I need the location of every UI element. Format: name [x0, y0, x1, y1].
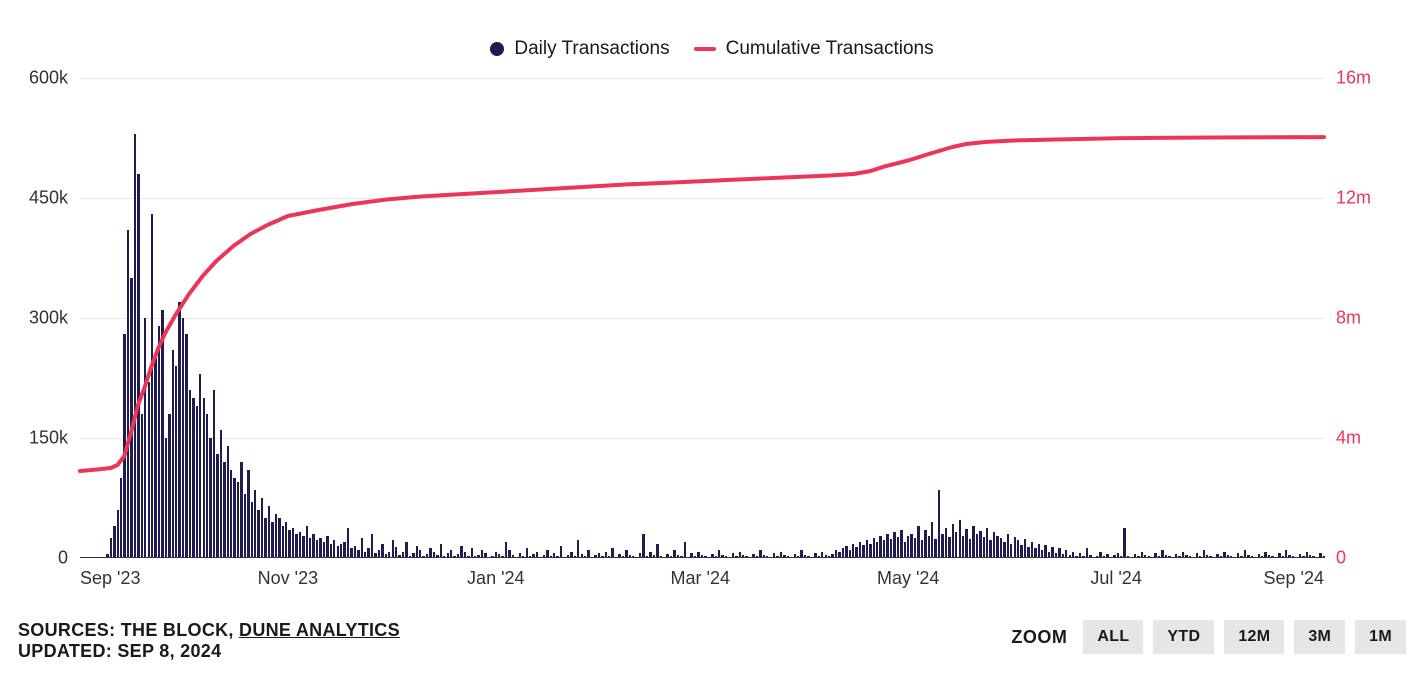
x-tick-label: Sep '23 — [80, 568, 141, 589]
y-left-tick-label: 300k — [29, 308, 68, 329]
y-right-tick-label: 12m — [1336, 188, 1371, 209]
zoom-button-12m[interactable]: 12M — [1224, 620, 1284, 654]
y-right-tick-label: 16m — [1336, 68, 1371, 89]
legend-line-icon — [694, 47, 716, 51]
y-left-tick-label: 450k — [29, 188, 68, 209]
y-left-tick-label: 600k — [29, 68, 68, 89]
legend-label: Daily Transactions — [514, 38, 669, 60]
chart-legend: Daily Transactions Cumulative Transaction… — [0, 38, 1424, 60]
sources-text: SOURCES: THE BLOCK, DUNE ANALYTICS — [18, 620, 400, 641]
x-axis — [80, 557, 1324, 558]
updated-text: UPDATED: SEP 8, 2024 — [18, 641, 400, 662]
y-left-tick-label: 150k — [29, 428, 68, 449]
zoom-button-ytd[interactable]: YTD — [1153, 620, 1214, 654]
cumulative-line — [80, 78, 1324, 558]
x-tick-label: May '24 — [877, 568, 939, 589]
legend-dot-icon — [490, 42, 504, 56]
x-tick-label: Jul '24 — [1090, 568, 1141, 589]
y-left-tick-label: 0 — [58, 548, 68, 569]
legend-item-1[interactable]: Cumulative Transactions — [694, 38, 934, 60]
zoom-label: ZOOM — [1011, 627, 1067, 648]
x-tick-label: Mar '24 — [671, 568, 730, 589]
zoom-controls: ZOOM ALL YTD 12M 3M 1M — [1011, 620, 1406, 654]
y-right-tick-label: 4m — [1336, 428, 1361, 449]
zoom-button-1m[interactable]: 1M — [1355, 620, 1406, 654]
x-tick-label: Sep '24 — [1264, 568, 1325, 589]
updated-prefix: UPDATED: — [18, 641, 117, 661]
zoom-button-all[interactable]: ALL — [1083, 620, 1143, 654]
y-right-tick-label: 0 — [1336, 548, 1346, 569]
sources-prefix: SOURCES: — [18, 620, 121, 640]
legend-item-0[interactable]: Daily Transactions — [490, 38, 669, 60]
sources-plain: THE BLOCK, — [121, 620, 239, 640]
sources-link[interactable]: DUNE ANALYTICS — [239, 620, 400, 640]
x-tick-label: Nov '23 — [258, 568, 318, 589]
y-right-tick-label: 8m — [1336, 308, 1361, 329]
plot-area: 0150k300k450k600k 04m8m12m16m Sep '23Nov… — [80, 78, 1324, 558]
x-tick-label: Jan '24 — [467, 568, 524, 589]
updated-value: SEP 8, 2024 — [117, 641, 221, 661]
transactions-chart: Daily Transactions Cumulative Transaction… — [0, 0, 1424, 682]
legend-label: Cumulative Transactions — [726, 38, 934, 60]
zoom-button-3m[interactable]: 3M — [1294, 620, 1345, 654]
chart-footer: SOURCES: THE BLOCK, DUNE ANALYTICS UPDAT… — [18, 620, 400, 662]
